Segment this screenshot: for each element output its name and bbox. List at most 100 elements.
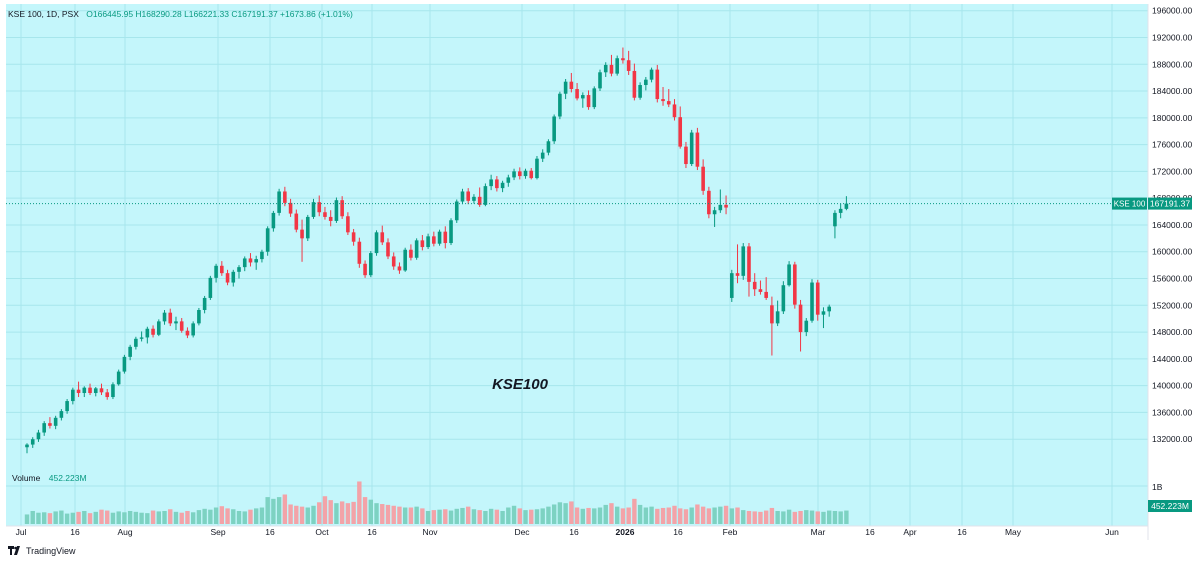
volume-bar: [718, 506, 723, 524]
volume-bar: [775, 510, 780, 524]
y-tick-label: 176000.00: [1152, 140, 1192, 150]
volume-bar: [185, 510, 190, 524]
volume-bar: [408, 507, 414, 524]
candle-body: [781, 285, 786, 312]
volume-bar: [41, 512, 47, 524]
candle-body: [145, 328, 150, 338]
x-tick-label: Jul: [16, 527, 27, 537]
volume-bar: [517, 508, 522, 524]
volume-bar: [219, 506, 225, 524]
candle-body: [695, 132, 700, 167]
volume-bar: [592, 508, 597, 524]
volume-bar: [506, 507, 511, 524]
candle-body: [277, 191, 281, 213]
volume-bar: [483, 510, 488, 524]
volume-bar: [179, 512, 184, 524]
y-tick-label: 164000.00: [1152, 220, 1192, 230]
candle-body: [288, 202, 293, 214]
candle-body: [59, 411, 64, 418]
candle-body: [328, 216, 333, 221]
volume-bar: [637, 504, 643, 524]
volume-bar: [271, 498, 276, 524]
candle-body: [472, 196, 476, 201]
candle-body: [122, 356, 127, 372]
volume-bar: [678, 508, 683, 524]
candle-body: [128, 346, 132, 357]
volume-bar: [145, 513, 150, 524]
volume-bar: [529, 509, 534, 524]
candle-body: [99, 388, 104, 393]
y-tick-label: 172000.00: [1152, 166, 1192, 176]
candle-body: [202, 297, 207, 310]
volume-value: 452.223M: [48, 473, 87, 483]
volume-bar: [282, 494, 288, 524]
volume-bar: [374, 503, 379, 524]
volume-bar: [345, 503, 351, 524]
volume-bar: [196, 510, 202, 524]
candle-body: [684, 146, 688, 165]
candle-body: [649, 69, 654, 80]
candle-body: [678, 117, 683, 147]
candle-body: [621, 58, 625, 61]
volume-bar: [311, 505, 316, 524]
x-tick-label: Oct: [315, 527, 329, 537]
candle-body: [529, 170, 534, 179]
volume-bar: [815, 511, 820, 524]
candle-body: [88, 387, 92, 394]
volume-label: Volume: [12, 473, 41, 483]
volume-bar: [425, 510, 431, 524]
volume-bar: [105, 510, 110, 524]
candle-body: [30, 439, 35, 445]
volume-bar: [402, 507, 408, 524]
volume-bar: [231, 509, 236, 524]
volume-bar: [59, 510, 64, 524]
volume-bar: [156, 511, 161, 524]
volume-bar: [643, 507, 649, 524]
volume-bar: [838, 511, 843, 524]
volume-bar: [276, 497, 282, 524]
candle-body: [391, 256, 396, 267]
candle-body: [735, 273, 740, 276]
volume-bar: [689, 507, 694, 524]
y-tick-label: 148000.00: [1152, 327, 1192, 337]
candle-body: [340, 200, 344, 217]
y-tick-label: 180000.00: [1152, 113, 1192, 123]
candle-body: [718, 204, 723, 211]
candle-body: [420, 240, 425, 248]
volume-bar: [242, 511, 247, 524]
candle-body: [689, 132, 694, 165]
candle-body: [655, 69, 660, 100]
tradingview-brand[interactable]: TradingView: [8, 546, 76, 556]
volume-bar: [47, 513, 53, 524]
volume-bar: [362, 497, 368, 524]
candle-body: [793, 264, 797, 305]
candle-body: [105, 392, 110, 398]
volume-bar: [299, 506, 305, 524]
volume-bar: [700, 506, 706, 524]
candle-body: [76, 389, 81, 394]
candle-body: [174, 321, 178, 324]
volume-bar: [752, 511, 757, 524]
candle-body: [443, 231, 448, 244]
candle-body: [454, 201, 459, 221]
candle-body: [380, 232, 385, 243]
candle-body: [71, 389, 75, 402]
candle-body: [581, 95, 585, 99]
candle-body: [644, 79, 648, 86]
volume-bar: [655, 508, 660, 524]
volume-bar: [786, 509, 792, 524]
volume-bar: [53, 511, 58, 524]
x-tick-label: Apr: [903, 527, 916, 537]
candle-body: [374, 232, 379, 254]
volume-bar: [162, 510, 167, 524]
volume-bar: [305, 507, 310, 524]
volume-bar: [368, 499, 373, 524]
volume-bar: [87, 513, 93, 524]
volume-bar: [603, 504, 608, 524]
candle-body: [449, 220, 453, 244]
volume-bar: [706, 508, 712, 524]
y-tick-label: 144000.00: [1152, 354, 1192, 364]
volume-bar: [339, 501, 345, 524]
candle-body: [82, 387, 87, 394]
candle-body: [139, 337, 144, 339]
